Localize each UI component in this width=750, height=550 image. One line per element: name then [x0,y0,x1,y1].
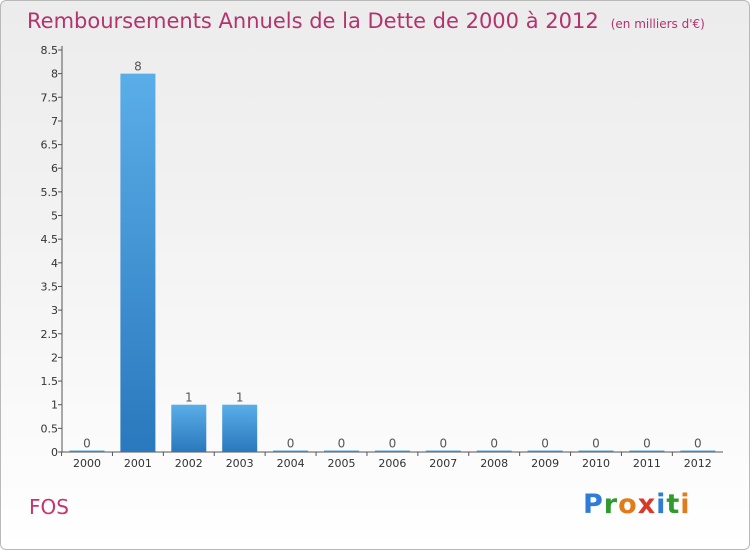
x-ticks: 2000 2001 2002 2003 2004 2005 2006 2007 2008 2009… [61,452,712,470]
bar [527,450,563,452]
y-tick-label: 6 [51,162,58,175]
y-tick-label: 4 [51,257,58,270]
bar-value-label: 0 [389,437,397,451]
y-tick-label: 0 [51,446,58,459]
y-tick-label: 8 [51,68,58,81]
bar-value-label: 0 [287,437,295,451]
bar [273,450,309,452]
x-tick-label: 2008 [480,457,508,470]
y-tick-label: 5 [51,210,58,223]
bar-value-label: 8 [134,60,142,74]
bar [324,450,359,452]
y-tick-label: 3.5 [41,280,59,293]
bar-value-label: 1 [236,391,244,405]
chart-title: Remboursements Annuels de la Dette de 20… [27,9,705,33]
y-ticks: 0 0.5 1 1.5 2 2.5 3 3.5 4 4.5 5 5.5 6 6.5 7 7.5 8 8.5 [41,44,62,459]
y-tick-label: 1.5 [41,375,59,388]
bar [680,450,716,452]
bar-value-label: 0 [694,437,702,451]
x-tick-label: 2004 [277,457,305,470]
x-tick-label: 2005 [328,457,356,470]
logo-letter: r [603,489,619,520]
title-text: Remboursements Annuels de la Dette de 20… [27,9,599,33]
bar [374,450,410,452]
commune-name: FOS [29,495,69,519]
y-tick-label: 7.5 [41,91,59,104]
y-tick-label: 6.5 [41,139,59,152]
y-tick-label: 0.5 [41,422,59,435]
bar [69,450,105,452]
x-tick-label: 2006 [378,457,406,470]
x-tick-label: 2012 [684,457,712,470]
y-tick-label: 5.5 [41,186,59,199]
bar-value-label: 0 [439,437,447,451]
title-unit: (en milliers d'€) [610,17,705,31]
bar [578,450,614,452]
bar [476,450,512,452]
axes [61,46,723,453]
bar [222,404,258,452]
x-tick-label: 2001 [124,457,152,470]
x-tick-label: 2007 [429,457,457,470]
bar-value-label: 0 [643,437,651,451]
y-tick-label: 1 [51,399,58,412]
y-tick-label: 8.5 [41,44,59,57]
x-tick-label: 2003 [226,457,254,470]
y-tick-label: 7 [51,115,58,128]
x-tick-label: 2009 [531,457,559,470]
logo-letter: i [680,489,691,520]
x-tick-label: 2011 [633,457,661,470]
y-tick-label: 3 [51,304,58,317]
logo-letter: i [656,489,667,520]
proxiti-logo: Proxiti [583,489,691,520]
logo-letter: t [666,489,681,520]
x-tick-label: 2010 [582,457,610,470]
bar-value-label: 0 [592,437,600,451]
y-tick-label: 2 [51,351,58,364]
logo-letter: o [618,489,638,520]
bar-value-label: 0 [338,437,346,451]
bar [425,450,461,452]
x-tick-label: 2002 [175,457,203,470]
bar-value-label: 0 [490,437,498,451]
y-tick-label: 4.5 [41,233,59,246]
bar [629,450,665,452]
bar-value-label: 0 [83,437,91,451]
logo-letter: P [583,489,604,520]
bar [171,404,207,452]
bar-value-label: 1 [185,391,193,405]
y-tick-label: 2.5 [41,328,59,341]
bar [120,73,156,452]
logo-letter: x [637,489,657,520]
bar-value-label: 0 [541,437,549,451]
x-tick-label: 2000 [73,457,101,470]
bars: 0 8 1 1 0 0 0 0 0 0 0 0 0 [69,60,716,452]
